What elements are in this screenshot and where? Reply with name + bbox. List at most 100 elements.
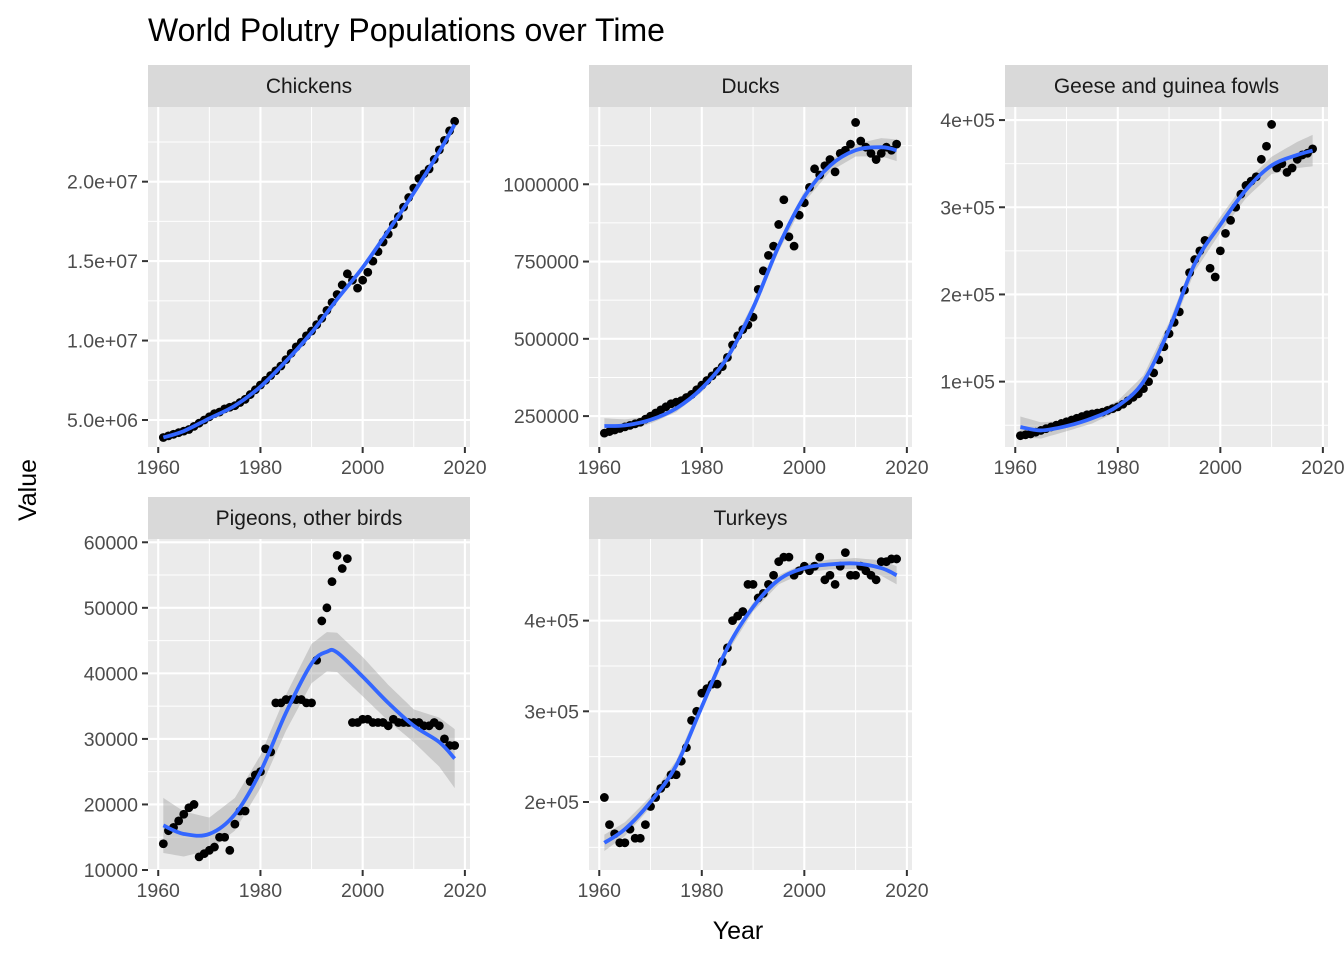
data-point xyxy=(337,564,347,573)
data-point xyxy=(871,155,881,164)
chart-title: World Polutry Populations over Time xyxy=(148,12,665,48)
x-tick-label: 2000 xyxy=(1199,457,1243,479)
data-point xyxy=(871,575,881,585)
data-point xyxy=(342,269,352,279)
data-point xyxy=(866,148,876,158)
data-point xyxy=(876,148,886,158)
data-point xyxy=(846,139,855,149)
data-point xyxy=(322,603,332,613)
x-tick-label: 2000 xyxy=(341,457,385,479)
data-point xyxy=(307,698,316,708)
data-point xyxy=(189,800,199,809)
x-axis-title: Year xyxy=(713,917,764,945)
plot-area xyxy=(158,116,460,442)
y-tick-label: 20000 xyxy=(84,794,138,816)
data-point xyxy=(450,116,460,126)
gridlines xyxy=(589,107,912,447)
x-tick-label: 1960 xyxy=(137,457,181,479)
data-point xyxy=(640,820,650,830)
facet-strip xyxy=(589,497,912,539)
data-point xyxy=(830,167,840,177)
x-tick-label: 1980 xyxy=(239,880,283,902)
y-tick-label: 2e+05 xyxy=(940,284,995,306)
data-point xyxy=(440,734,449,744)
data-point xyxy=(327,577,337,587)
data-point xyxy=(1205,263,1215,273)
data-point xyxy=(599,793,609,802)
data-point xyxy=(210,842,219,852)
y-tick-label: 1000000 xyxy=(503,174,579,196)
y-tick-label: 40000 xyxy=(84,663,138,685)
x-tick-label: 1980 xyxy=(1096,457,1140,479)
data-point xyxy=(764,250,773,260)
data-point xyxy=(353,283,362,293)
data-point xyxy=(342,554,352,564)
x-tick-label: 1980 xyxy=(680,880,724,902)
data-point xyxy=(317,616,327,626)
data-point xyxy=(840,548,850,558)
data-point xyxy=(450,741,460,750)
y-tick-label: 4e+05 xyxy=(940,110,995,132)
data-point xyxy=(1226,215,1235,225)
confidence-band xyxy=(163,632,455,857)
gridlines xyxy=(148,539,470,872)
x-tick-label: 2020 xyxy=(885,457,929,479)
y-tick-label: 1.0e+07 xyxy=(67,331,138,353)
data-point xyxy=(620,838,630,848)
smooth-line xyxy=(162,123,457,440)
facet-strip xyxy=(148,497,470,539)
data-point xyxy=(825,570,835,580)
data-point xyxy=(712,679,722,689)
data-point xyxy=(1256,154,1266,164)
axes: 1960 1980 2000 2020 250000 500000 750000 100000… xyxy=(503,174,929,479)
y-tick-label: 10000 xyxy=(84,860,138,882)
data-point xyxy=(779,195,789,205)
data-point xyxy=(1267,120,1277,129)
facet-turkeys: Turkeys 1960 1980 2000 2020 2e+05 3e+05 4e+05 xyxy=(524,497,929,902)
facet-strip xyxy=(148,65,470,107)
y-tick-label: 750000 xyxy=(514,252,579,274)
x-tick-label: 1960 xyxy=(578,457,622,479)
data-point xyxy=(179,809,189,819)
smooth-line xyxy=(604,145,898,428)
facet-strip-label: Geese and guinea fowls xyxy=(1054,75,1279,98)
x-tick-label: 2000 xyxy=(341,880,385,902)
y-tick-label: 30000 xyxy=(84,729,138,751)
y-tick-label: 50000 xyxy=(84,598,138,620)
data-point xyxy=(830,579,840,589)
panel-background xyxy=(589,539,912,870)
facet-strip xyxy=(1005,65,1328,107)
data-point xyxy=(240,806,250,816)
x-tick-label: 1980 xyxy=(680,457,724,479)
y-tick-label: 3e+05 xyxy=(940,197,995,219)
data-point xyxy=(1287,163,1297,173)
x-tick-label: 2020 xyxy=(1301,457,1344,479)
facet-chickens: Chickens 1960 1980 2000 2020 5.0e+06 1.0e+07 1.… xyxy=(67,65,487,479)
facet-strip-label: Turkeys xyxy=(714,507,788,530)
data-point xyxy=(332,550,342,560)
plot-area xyxy=(599,548,902,851)
facet-geese-and-guinea-fowls: Geese and guinea fowls 1960 1980 2000 2020 1e… xyxy=(940,65,1344,479)
x-tick-label: 1980 xyxy=(239,457,283,479)
smooth-line xyxy=(1020,148,1314,433)
x-tick-label: 1960 xyxy=(994,457,1038,479)
data-point xyxy=(1221,229,1230,238)
y-tick-label: 500000 xyxy=(514,329,579,351)
y-tick-label: 5.0e+06 xyxy=(67,410,138,432)
axes: 1960 1980 2000 2020 10000 20000 30000 40000 5000… xyxy=(84,532,487,902)
data-point xyxy=(225,845,235,855)
data-point xyxy=(434,721,444,731)
data-point xyxy=(774,220,784,229)
y-tick-label: 250000 xyxy=(514,406,579,428)
data-point xyxy=(337,280,347,290)
y-tick-label: 2.0e+07 xyxy=(67,172,138,194)
x-tick-label: 2000 xyxy=(783,457,827,479)
data-point xyxy=(383,721,393,731)
x-tick-label: 1960 xyxy=(578,880,622,902)
facet-strip-label: Ducks xyxy=(721,75,779,98)
x-tick-label: 2020 xyxy=(885,880,929,902)
data-point xyxy=(892,554,902,564)
y-tick-label: 4e+05 xyxy=(524,611,579,633)
